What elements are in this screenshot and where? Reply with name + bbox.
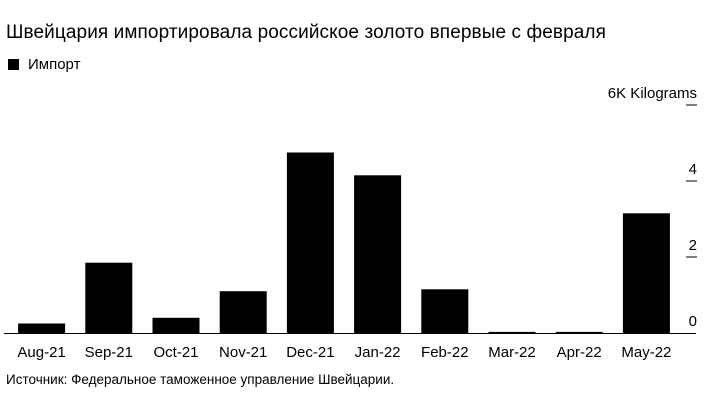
y-tick-label: 0 (689, 313, 697, 330)
legend-swatch (8, 59, 19, 70)
x-tick-label: Aug-21 (17, 344, 65, 361)
x-tick-label: Nov-21 (219, 344, 267, 361)
bar-nov-21 (219, 291, 267, 333)
bars-group (18, 152, 670, 333)
bar-dec-21 (286, 152, 334, 333)
y-tick-label: 4 (689, 161, 697, 178)
bar-sep-21 (85, 262, 133, 333)
x-tick-label: May-22 (621, 344, 671, 361)
x-tick-labels: Aug-21 Sep-21 Oct-21 Nov-21 Dec-21 Jan-22 Feb-… (17, 344, 671, 361)
x-tick-label: Feb-22 (421, 344, 469, 361)
x-tick-label: Mar-22 (488, 344, 536, 361)
bar-apr-22 (555, 331, 603, 333)
y-tick-label: 2 (689, 237, 697, 254)
x-tick-label: Sep-21 (85, 344, 133, 361)
x-tick-label: Oct-21 (153, 344, 198, 361)
legend-label: Импорт (28, 56, 81, 73)
y-tick-label: 6K Kilograms (608, 85, 697, 102)
bar-may-22 (622, 213, 670, 333)
x-tick-label: Jan-22 (355, 344, 401, 361)
source-note: Источник: Федеральное таможенное управле… (6, 372, 395, 387)
y-ticks: 0 2 4 6K Kilograms (608, 85, 697, 330)
bar-mar-22 (488, 331, 536, 333)
bar-feb-22 (421, 289, 469, 333)
bar-jan-22 (354, 175, 402, 333)
chart-title: Швейцария импортировала российское золот… (6, 22, 607, 43)
legend: Импорт (8, 56, 80, 73)
x-tick-label: Apr-22 (557, 344, 602, 361)
bar-aug-21 (18, 323, 66, 333)
bar-oct-21 (152, 317, 200, 333)
x-tick-label: Dec-21 (286, 344, 334, 361)
